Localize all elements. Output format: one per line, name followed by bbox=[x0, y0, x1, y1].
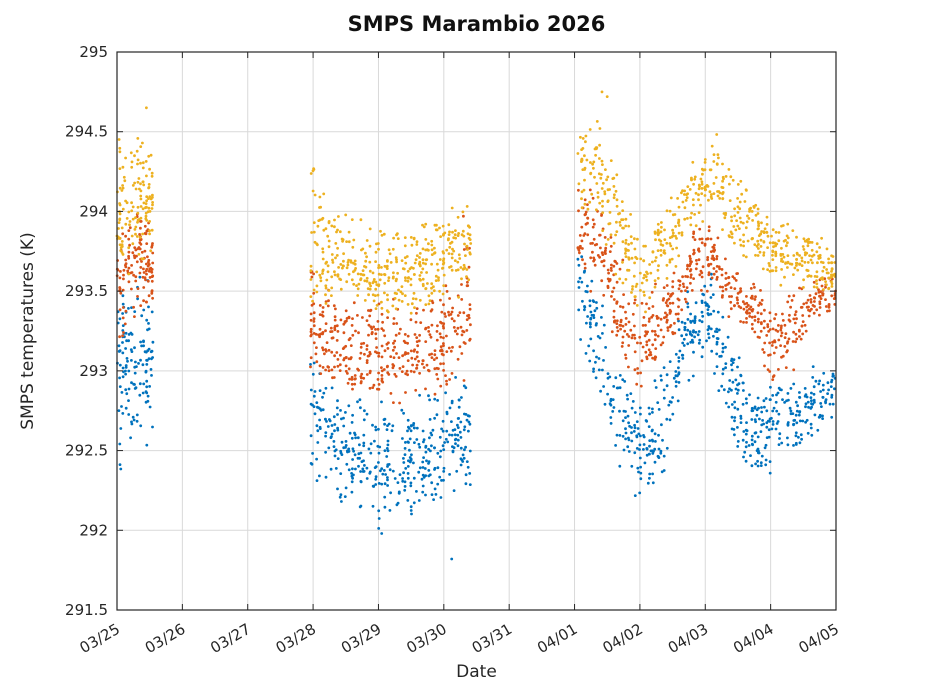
y-axis-label: SMPS temperatures (K) bbox=[18, 232, 38, 430]
x-tick-label: 04/01 bbox=[534, 620, 580, 657]
x-tick-label: 03/25 bbox=[77, 620, 123, 657]
y-tick-label: 292 bbox=[79, 521, 108, 539]
series-temperature-3-points bbox=[115, 90, 837, 315]
y-tick-labels: 291.5 292 292.5 293 293.5 294 294.5 295 bbox=[65, 43, 108, 619]
x-tick-label: 04/04 bbox=[730, 620, 776, 657]
y-tick-label: 291.5 bbox=[65, 601, 108, 619]
x-tick-label: 03/26 bbox=[142, 620, 188, 657]
x-tick-label: 04/03 bbox=[665, 620, 711, 657]
x-tick-label: 03/31 bbox=[469, 620, 515, 657]
chart-title: SMPS Marambio 2026 bbox=[347, 12, 606, 36]
series-temperature-2-points bbox=[115, 188, 837, 405]
x-tick-labels: 03/25 03/26 03/27 03/28 03/29 03/30 03/31 04/01… bbox=[77, 620, 842, 657]
x-axis-label: Date bbox=[456, 662, 497, 682]
y-tick-label: 295 bbox=[79, 43, 108, 61]
series-temperature-1-points bbox=[116, 255, 837, 561]
y-tick-label: 293.5 bbox=[65, 282, 108, 300]
x-tick-label: 03/30 bbox=[403, 620, 449, 657]
y-tick-label: 294.5 bbox=[65, 123, 108, 141]
x-tick-label: 04/05 bbox=[796, 620, 842, 657]
y-tick-label: 292.5 bbox=[65, 442, 108, 460]
grid-lines bbox=[116, 51, 837, 611]
x-tick-label: 03/29 bbox=[338, 620, 384, 657]
x-tick-label: 04/02 bbox=[599, 620, 645, 657]
axes-box bbox=[116, 51, 837, 611]
x-tick-label: 03/27 bbox=[207, 620, 253, 657]
y-tick-label: 294 bbox=[79, 202, 108, 220]
y-tick-label: 293 bbox=[79, 362, 108, 380]
x-tick-label: 03/28 bbox=[273, 620, 319, 657]
tick-marks bbox=[116, 51, 837, 611]
